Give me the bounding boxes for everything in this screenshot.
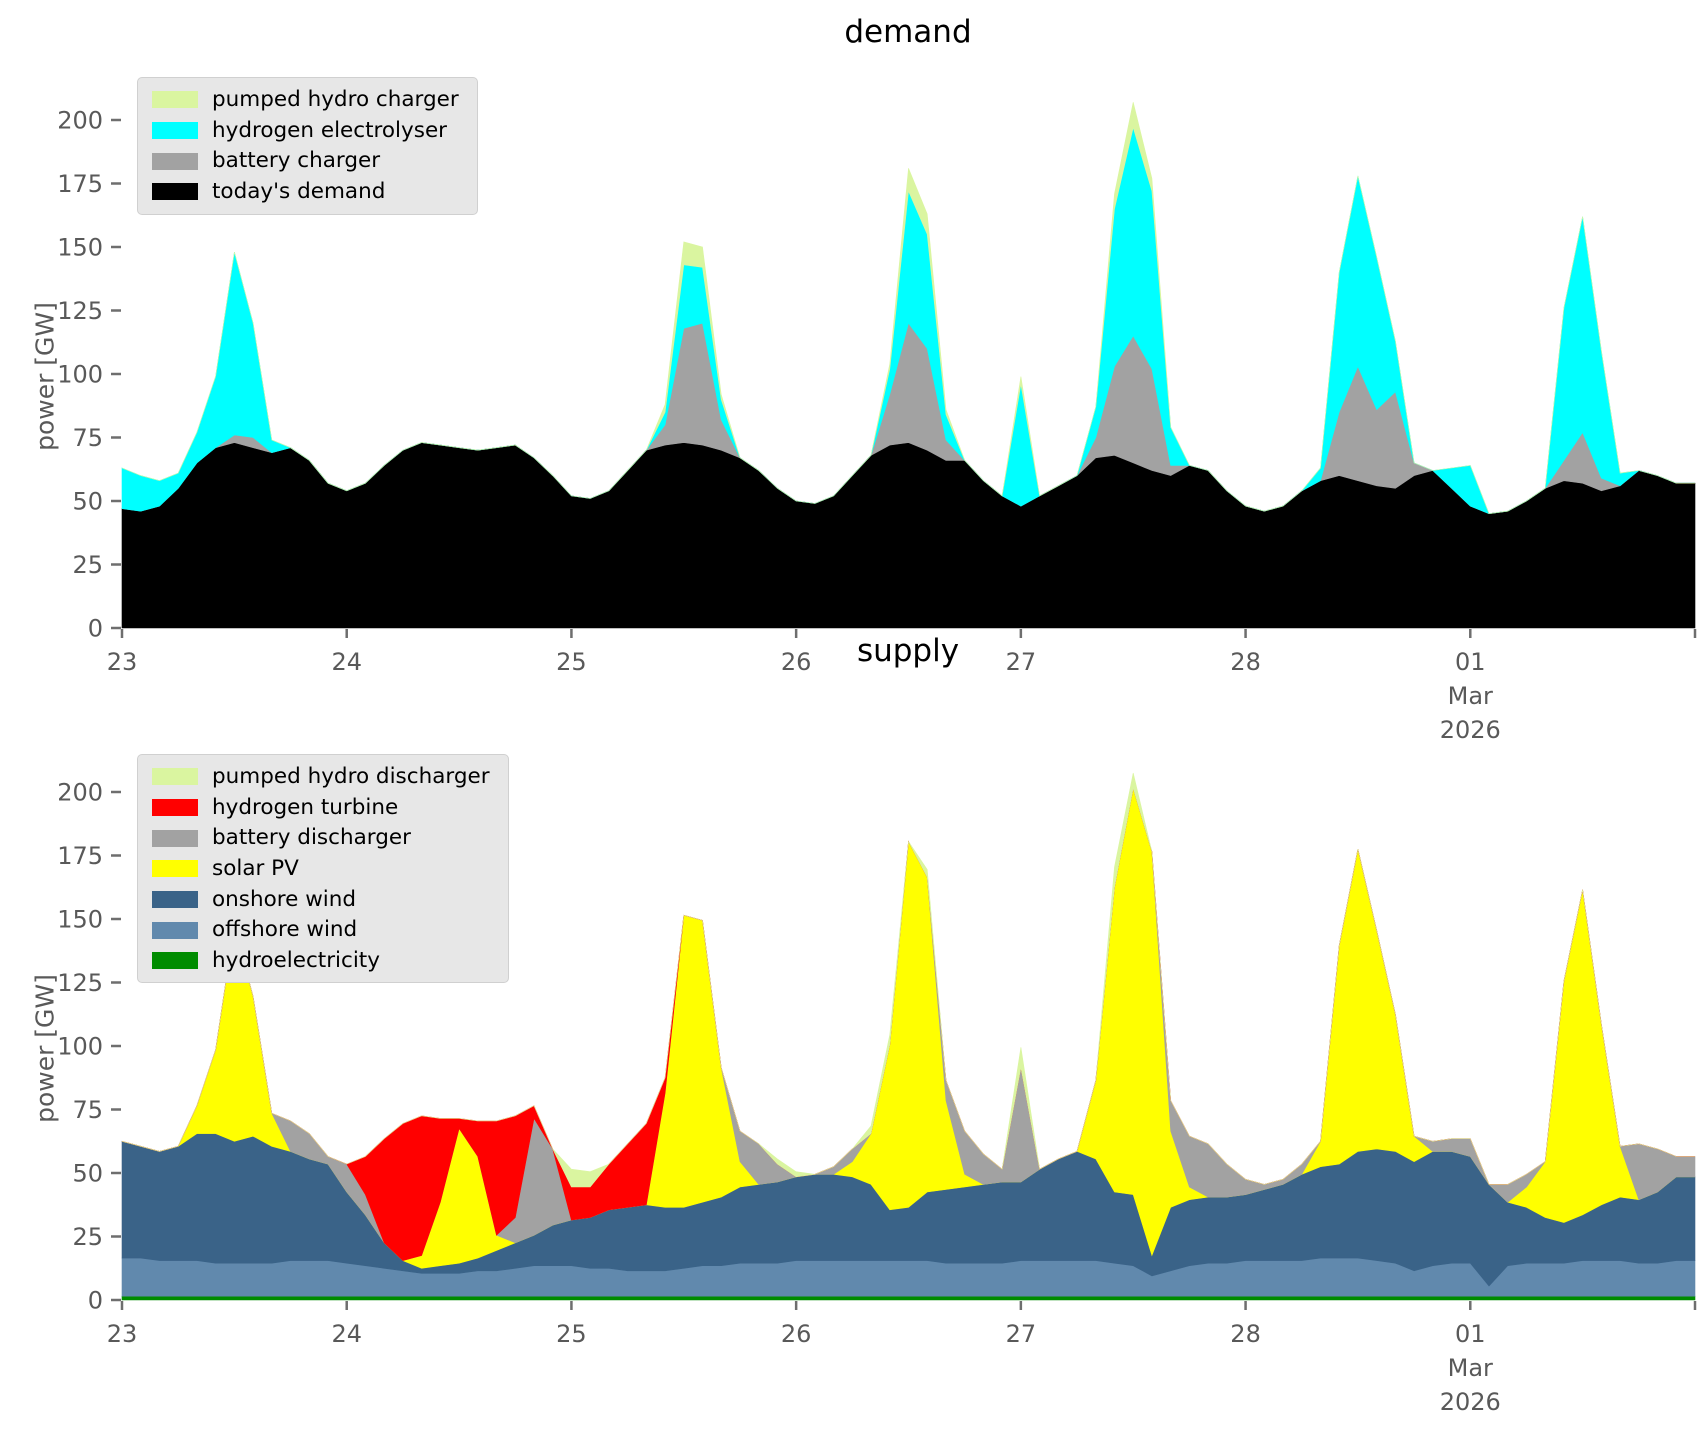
x-tick-label: 25 xyxy=(556,1320,587,1348)
y-tick-label: 50 xyxy=(72,488,103,516)
y-tick-label: 125 xyxy=(57,297,103,325)
legend-item-hydrogen-electrolyser: hydrogen electrolyser xyxy=(152,117,459,143)
legend-label: hydrogen electrolyser xyxy=(212,117,448,143)
x-tick-label: 26 xyxy=(781,1320,812,1348)
y-tick-label: 0 xyxy=(88,615,103,643)
y-tick-label: 50 xyxy=(72,1160,103,1188)
supply-legend: pumped hydro discharger hydrogen turbine b… xyxy=(137,754,509,984)
legend-item-hydroelectricity: hydroelectricity xyxy=(152,949,490,973)
x-tick-label: 23 xyxy=(107,1320,138,1348)
legend-swatch xyxy=(152,860,198,878)
x-tick-label: 27 xyxy=(1006,648,1037,676)
legend-label: hydrogen turbine xyxy=(212,794,399,820)
legend-swatch xyxy=(152,152,198,170)
legend-label: onshore wind xyxy=(212,886,357,912)
y-tick-label: 75 xyxy=(72,1096,103,1124)
legend-label: battery charger xyxy=(212,148,381,174)
legend-label: pumped hydro charger xyxy=(212,87,459,112)
demand-y-axis-label: power [GW] xyxy=(30,302,60,451)
legend-swatch xyxy=(152,121,198,139)
x-tick-label: 25 xyxy=(556,648,587,676)
x-tick-label: 24 xyxy=(331,1320,362,1348)
x-tick-label: 01 xyxy=(1455,1320,1486,1348)
x-tick-label: 01 xyxy=(1455,648,1486,676)
x-year-label: 2026 xyxy=(1440,716,1501,744)
legend-item-onshore-wind: onshore wind xyxy=(152,886,490,912)
y-tick-label: 100 xyxy=(57,361,103,389)
legend-swatch xyxy=(152,952,198,970)
legend-label: solar PV xyxy=(212,855,299,881)
x-tick-label: 26 xyxy=(781,648,812,676)
legend-item-offshore-wind: offshore wind xyxy=(152,918,490,942)
x-tick-label: 28 xyxy=(1230,648,1261,676)
y-tick-label: 25 xyxy=(72,1223,103,1251)
legend-item-pumped-hydro-charger: pumped hydro charger xyxy=(152,88,459,112)
legend-item-battery-discharger: battery discharger xyxy=(152,826,490,850)
x-month-label: Mar xyxy=(1448,682,1493,710)
legend-label: battery discharger xyxy=(212,825,411,851)
legend-item-solar-PV: solar PV xyxy=(152,857,490,881)
y-tick-label: 175 xyxy=(57,170,103,198)
legend-swatch xyxy=(152,91,198,109)
x-tick-label: 23 xyxy=(107,648,138,676)
legend-label: offshore wind xyxy=(212,917,358,943)
supply-chart-title: supply xyxy=(856,633,960,669)
legend-item-today-s-demand: today's demand xyxy=(152,180,459,204)
legend-swatch xyxy=(152,798,198,816)
y-tick-label: 25 xyxy=(72,551,103,579)
y-tick-label: 200 xyxy=(57,779,103,807)
demand-plot: 0 25 50 75 100 125 150 175 200 23 24 25 26 27 28 01 Mar 2… xyxy=(57,102,1697,744)
y-tick-label: 175 xyxy=(57,842,103,870)
legend-item-battery-charger: battery charger xyxy=(152,149,459,173)
y-tick-label: 100 xyxy=(57,1033,103,1061)
demand-legend: pumped hydro charger hydrogen electrolyse… xyxy=(137,77,478,215)
x-year-label: 2026 xyxy=(1440,1388,1501,1416)
demand-chart-title: demand xyxy=(844,14,972,50)
x-tick-label: 28 xyxy=(1230,1320,1261,1348)
legend-swatch xyxy=(152,829,198,847)
demand-area-pumped-hydro-charger xyxy=(121,102,1695,515)
legend-label: hydroelectricity xyxy=(212,947,380,973)
y-tick-label: 0 xyxy=(88,1287,103,1315)
legend-swatch xyxy=(152,890,198,908)
legend-item-hydrogen-turbine: hydrogen turbine xyxy=(152,794,490,820)
x-month-label: Mar xyxy=(1448,1354,1493,1382)
y-tick-label: 150 xyxy=(57,906,103,934)
legend-swatch xyxy=(152,921,198,939)
supply-y-axis-label: power [GW] xyxy=(30,974,60,1123)
x-tick-label: 24 xyxy=(331,648,362,676)
legend-label: today's demand xyxy=(212,178,386,204)
x-tick-label: 27 xyxy=(1006,1320,1037,1348)
legend-swatch xyxy=(152,183,198,201)
legend-swatch xyxy=(152,768,198,786)
legend-label: pumped hydro discharger xyxy=(212,764,490,789)
supply-plot: 0 25 50 75 100 125 150 175 200 23 24 25 26 27 28 01 Mar 2… xyxy=(57,772,1697,1416)
supply-area-pumped-hydro-discharger xyxy=(121,772,1695,1188)
y-tick-label: 125 xyxy=(57,969,103,997)
y-tick-label: 75 xyxy=(72,424,103,452)
y-tick-label: 200 xyxy=(57,107,103,135)
supply-area-hydroelectricity xyxy=(121,1295,1696,1301)
legend-item-pumped-hydro-discharger: pumped hydro discharger xyxy=(152,765,490,789)
y-tick-label: 150 xyxy=(57,234,103,262)
